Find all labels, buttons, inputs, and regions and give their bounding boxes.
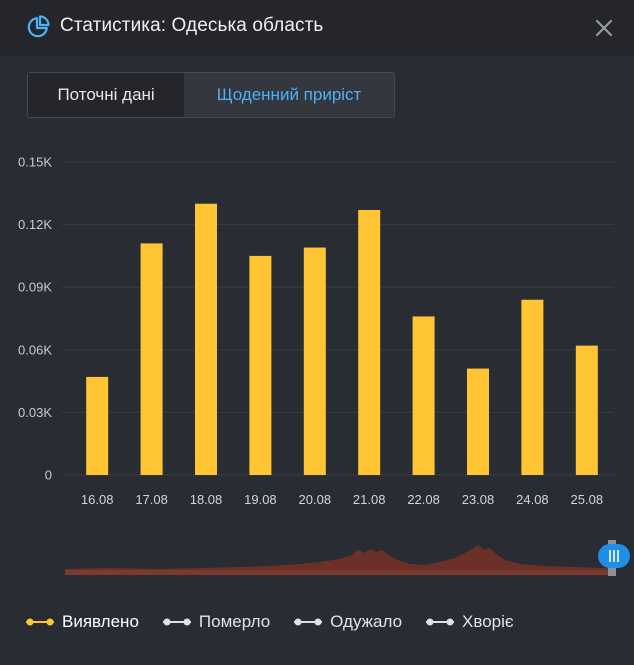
legend-label: Одужало <box>330 612 403 631</box>
bar-24.08[interactable] <box>521 299 544 475</box>
legend-item-died[interactable]: Померло <box>161 612 270 632</box>
close-icon[interactable] <box>592 16 616 40</box>
legend-label: Померло <box>198 612 271 631</box>
legend-item-recovered[interactable]: Одужало <box>292 612 402 632</box>
x-tick-label: 23.08 <box>462 492 495 507</box>
legend-label: Виявлено <box>62 612 139 631</box>
y-tick-label: 0 <box>45 468 52 483</box>
y-tick-label: 0.15K <box>18 155 52 170</box>
legend-label: Хворіє <box>462 612 514 631</box>
x-tick-label: 19.08 <box>244 492 277 507</box>
series-marker-icon <box>162 618 191 626</box>
x-tick-label: 25.08 <box>571 492 604 507</box>
y-tick-label: 0.03K <box>18 405 52 420</box>
bar-19.08[interactable] <box>249 255 272 475</box>
navigator-area <box>65 545 612 575</box>
series-marker-icon <box>426 618 455 626</box>
legend-item-detected[interactable]: Виявлено <box>24 612 139 632</box>
bar-18.08[interactable] <box>195 203 217 475</box>
window-header: Статистика: Одеська область <box>0 0 634 56</box>
x-tick-label: 24.08 <box>516 492 549 507</box>
view-tabs: Поточні дані Щоденний приріст <box>27 72 395 118</box>
bar-20.08[interactable] <box>303 247 326 475</box>
tab-current-data[interactable]: Поточні дані <box>28 73 185 117</box>
x-tick-label: 18.08 <box>190 492 223 507</box>
y-tick-label: 0.12K <box>18 217 52 232</box>
bar-23.08[interactable] <box>467 368 489 475</box>
x-tick-label: 21.08 <box>353 492 386 507</box>
series-marker-icon <box>26 618 54 626</box>
x-tick-label: 16.08 <box>81 492 114 507</box>
window-title: Статистика: Одеська область <box>60 15 324 36</box>
chart-legend: Виявлено Померло Одужало Хворіє <box>24 610 536 634</box>
bar-21.08[interactable] <box>358 209 381 475</box>
bar-16.08[interactable] <box>86 376 109 475</box>
bar-17.08[interactable] <box>140 243 163 475</box>
navigator-baseline <box>65 570 612 575</box>
bar-chart: 0 0.03K 0.06K 0.09K 0.12K 0.15K 16.08 17.08 18.0… <box>18 155 614 507</box>
bar-25.08[interactable] <box>575 345 598 475</box>
series-marker-icon <box>294 618 323 626</box>
y-tick-label: 0.09K <box>18 280 52 295</box>
range-navigator[interactable] <box>0 540 634 580</box>
y-tick-label: 0.06K <box>18 342 52 357</box>
navigator-handle[interactable] <box>598 544 630 568</box>
legend-item-sick[interactable]: Хворіє <box>424 612 514 632</box>
x-tick-label: 17.08 <box>135 492 168 507</box>
x-tick-label: 22.08 <box>407 492 440 507</box>
bar-22.08[interactable] <box>412 316 435 475</box>
pie-chart-icon <box>27 15 50 38</box>
x-tick-label: 20.08 <box>299 492 332 507</box>
tab-daily-increase[interactable]: Щоденний приріст <box>184 73 394 117</box>
